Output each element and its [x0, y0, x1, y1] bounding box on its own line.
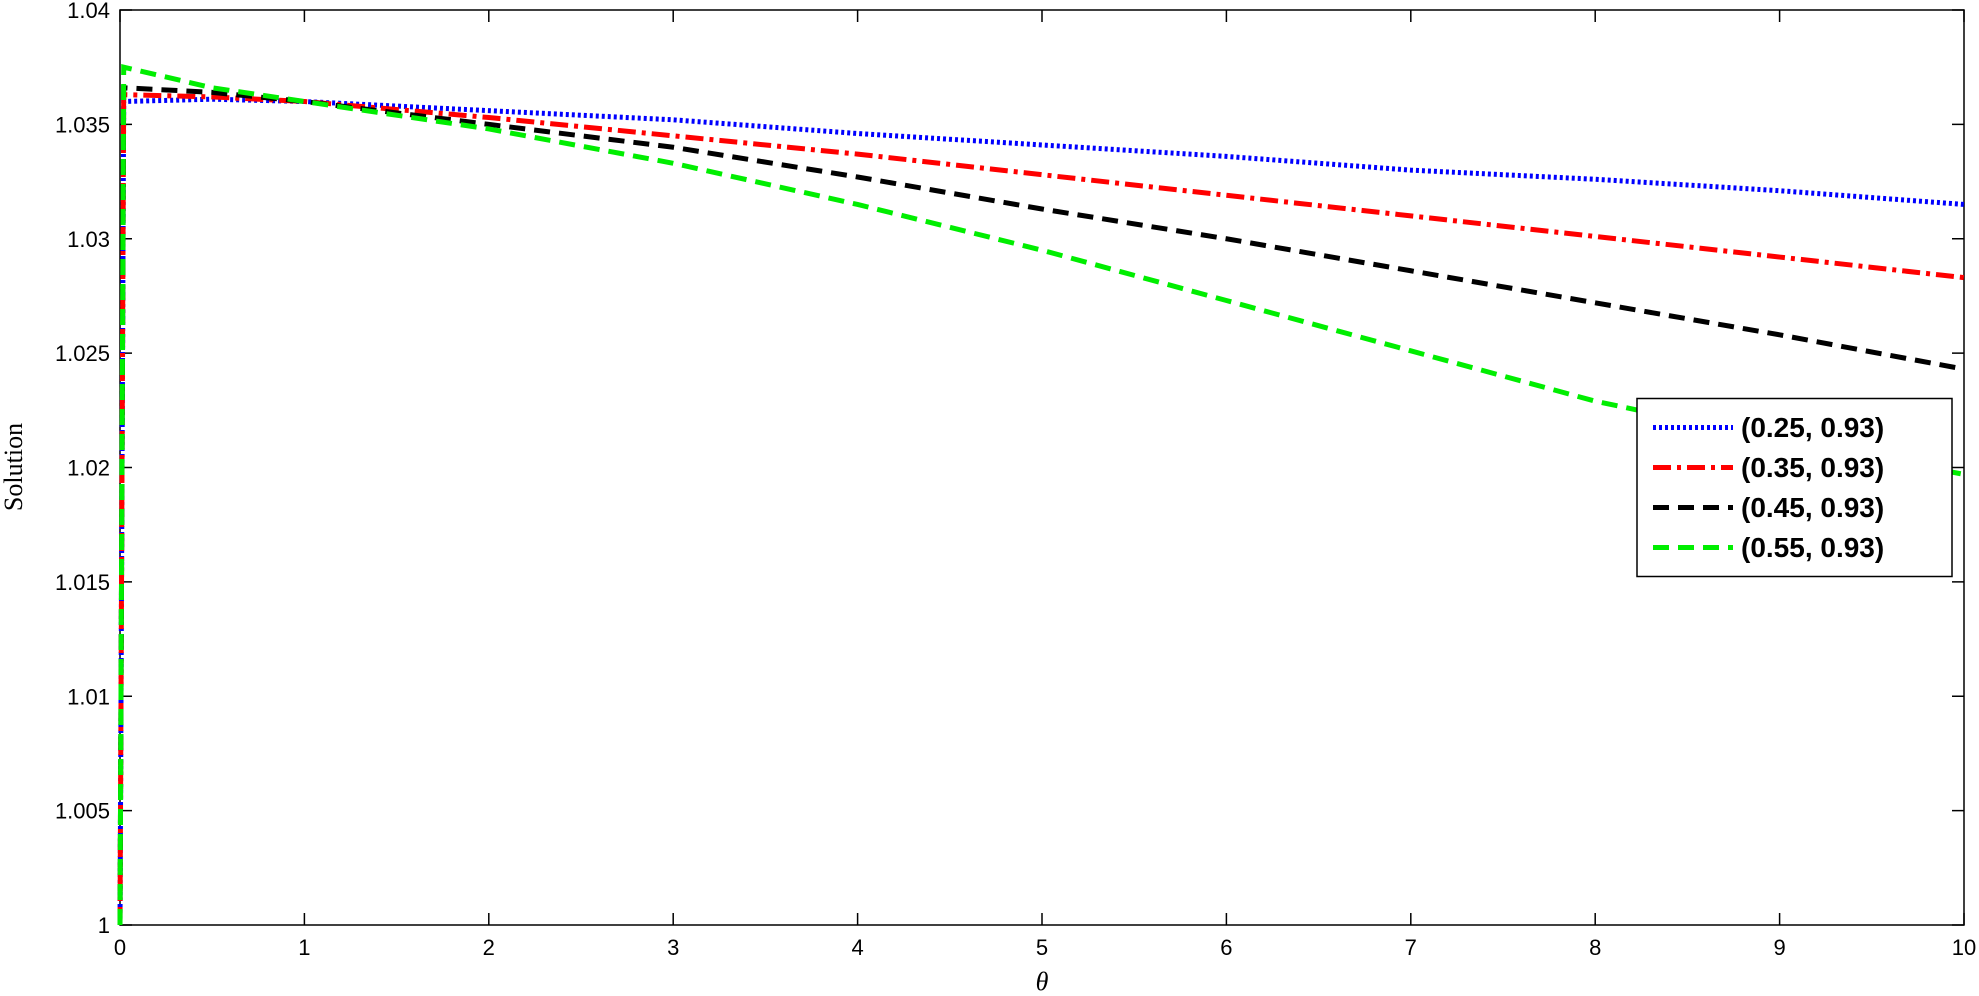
legend-label: (0.55, 0.93) — [1741, 532, 1884, 563]
x-tick-label: 9 — [1773, 935, 1785, 960]
x-axis-label: θ — [1036, 967, 1049, 996]
x-tick-label: 0 — [114, 935, 126, 960]
data-line — [117, 64, 1965, 926]
x-tick-label: 7 — [1405, 935, 1417, 960]
x-tick-label: 8 — [1589, 935, 1601, 960]
x-tick-label: 2 — [483, 935, 495, 960]
x-tick-label: 6 — [1220, 935, 1232, 960]
y-tick-label: 1 — [98, 913, 110, 938]
y-axis-label: Solution — [0, 423, 28, 511]
y-tick-label: 1.04 — [67, 0, 110, 23]
legend-label: (0.45, 0.93) — [1741, 492, 1884, 523]
y-tick-label: 1.03 — [67, 227, 110, 252]
legend: (0.25, 0.93) (0.35, 0.93) (0.45, 0.93) (0.5… — [1636, 397, 1953, 578]
y-tick-label: 1.02 — [67, 456, 110, 481]
x-tick-label: 4 — [851, 935, 863, 960]
y-tick-label: 1.01 — [67, 684, 110, 709]
x-tick-label: 1 — [298, 935, 310, 960]
legend-label: (0.35, 0.93) — [1741, 452, 1884, 483]
data-line — [117, 92, 1965, 926]
y-tick-label: 1.005 — [55, 799, 110, 824]
y-tick-label: 1.015 — [55, 570, 110, 595]
x-tick-label: 5 — [1036, 935, 1048, 960]
legend-label: (0.25, 0.93) — [1741, 412, 1884, 443]
data-line — [117, 85, 1965, 926]
y-tick-label: 1.035 — [55, 112, 110, 137]
x-tick-label: 10 — [1952, 935, 1976, 960]
y-tick-label: 1.025 — [55, 341, 110, 366]
x-tick-label: 3 — [667, 935, 679, 960]
